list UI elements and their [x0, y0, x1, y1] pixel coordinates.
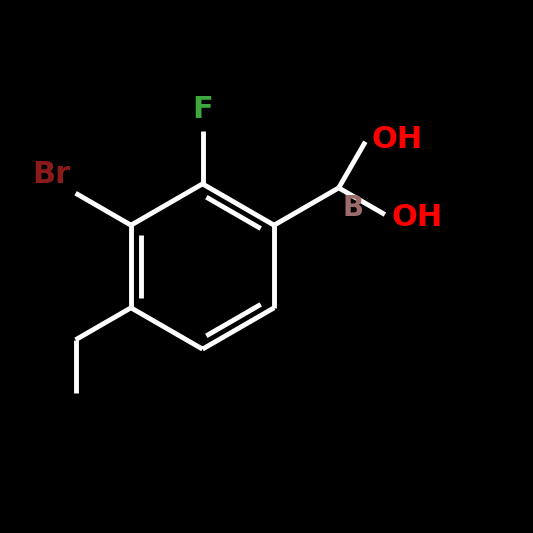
Text: Br: Br	[32, 160, 70, 189]
Text: OH: OH	[372, 125, 423, 154]
Text: B: B	[343, 195, 364, 222]
Text: OH: OH	[391, 203, 442, 232]
Text: F: F	[192, 95, 213, 124]
